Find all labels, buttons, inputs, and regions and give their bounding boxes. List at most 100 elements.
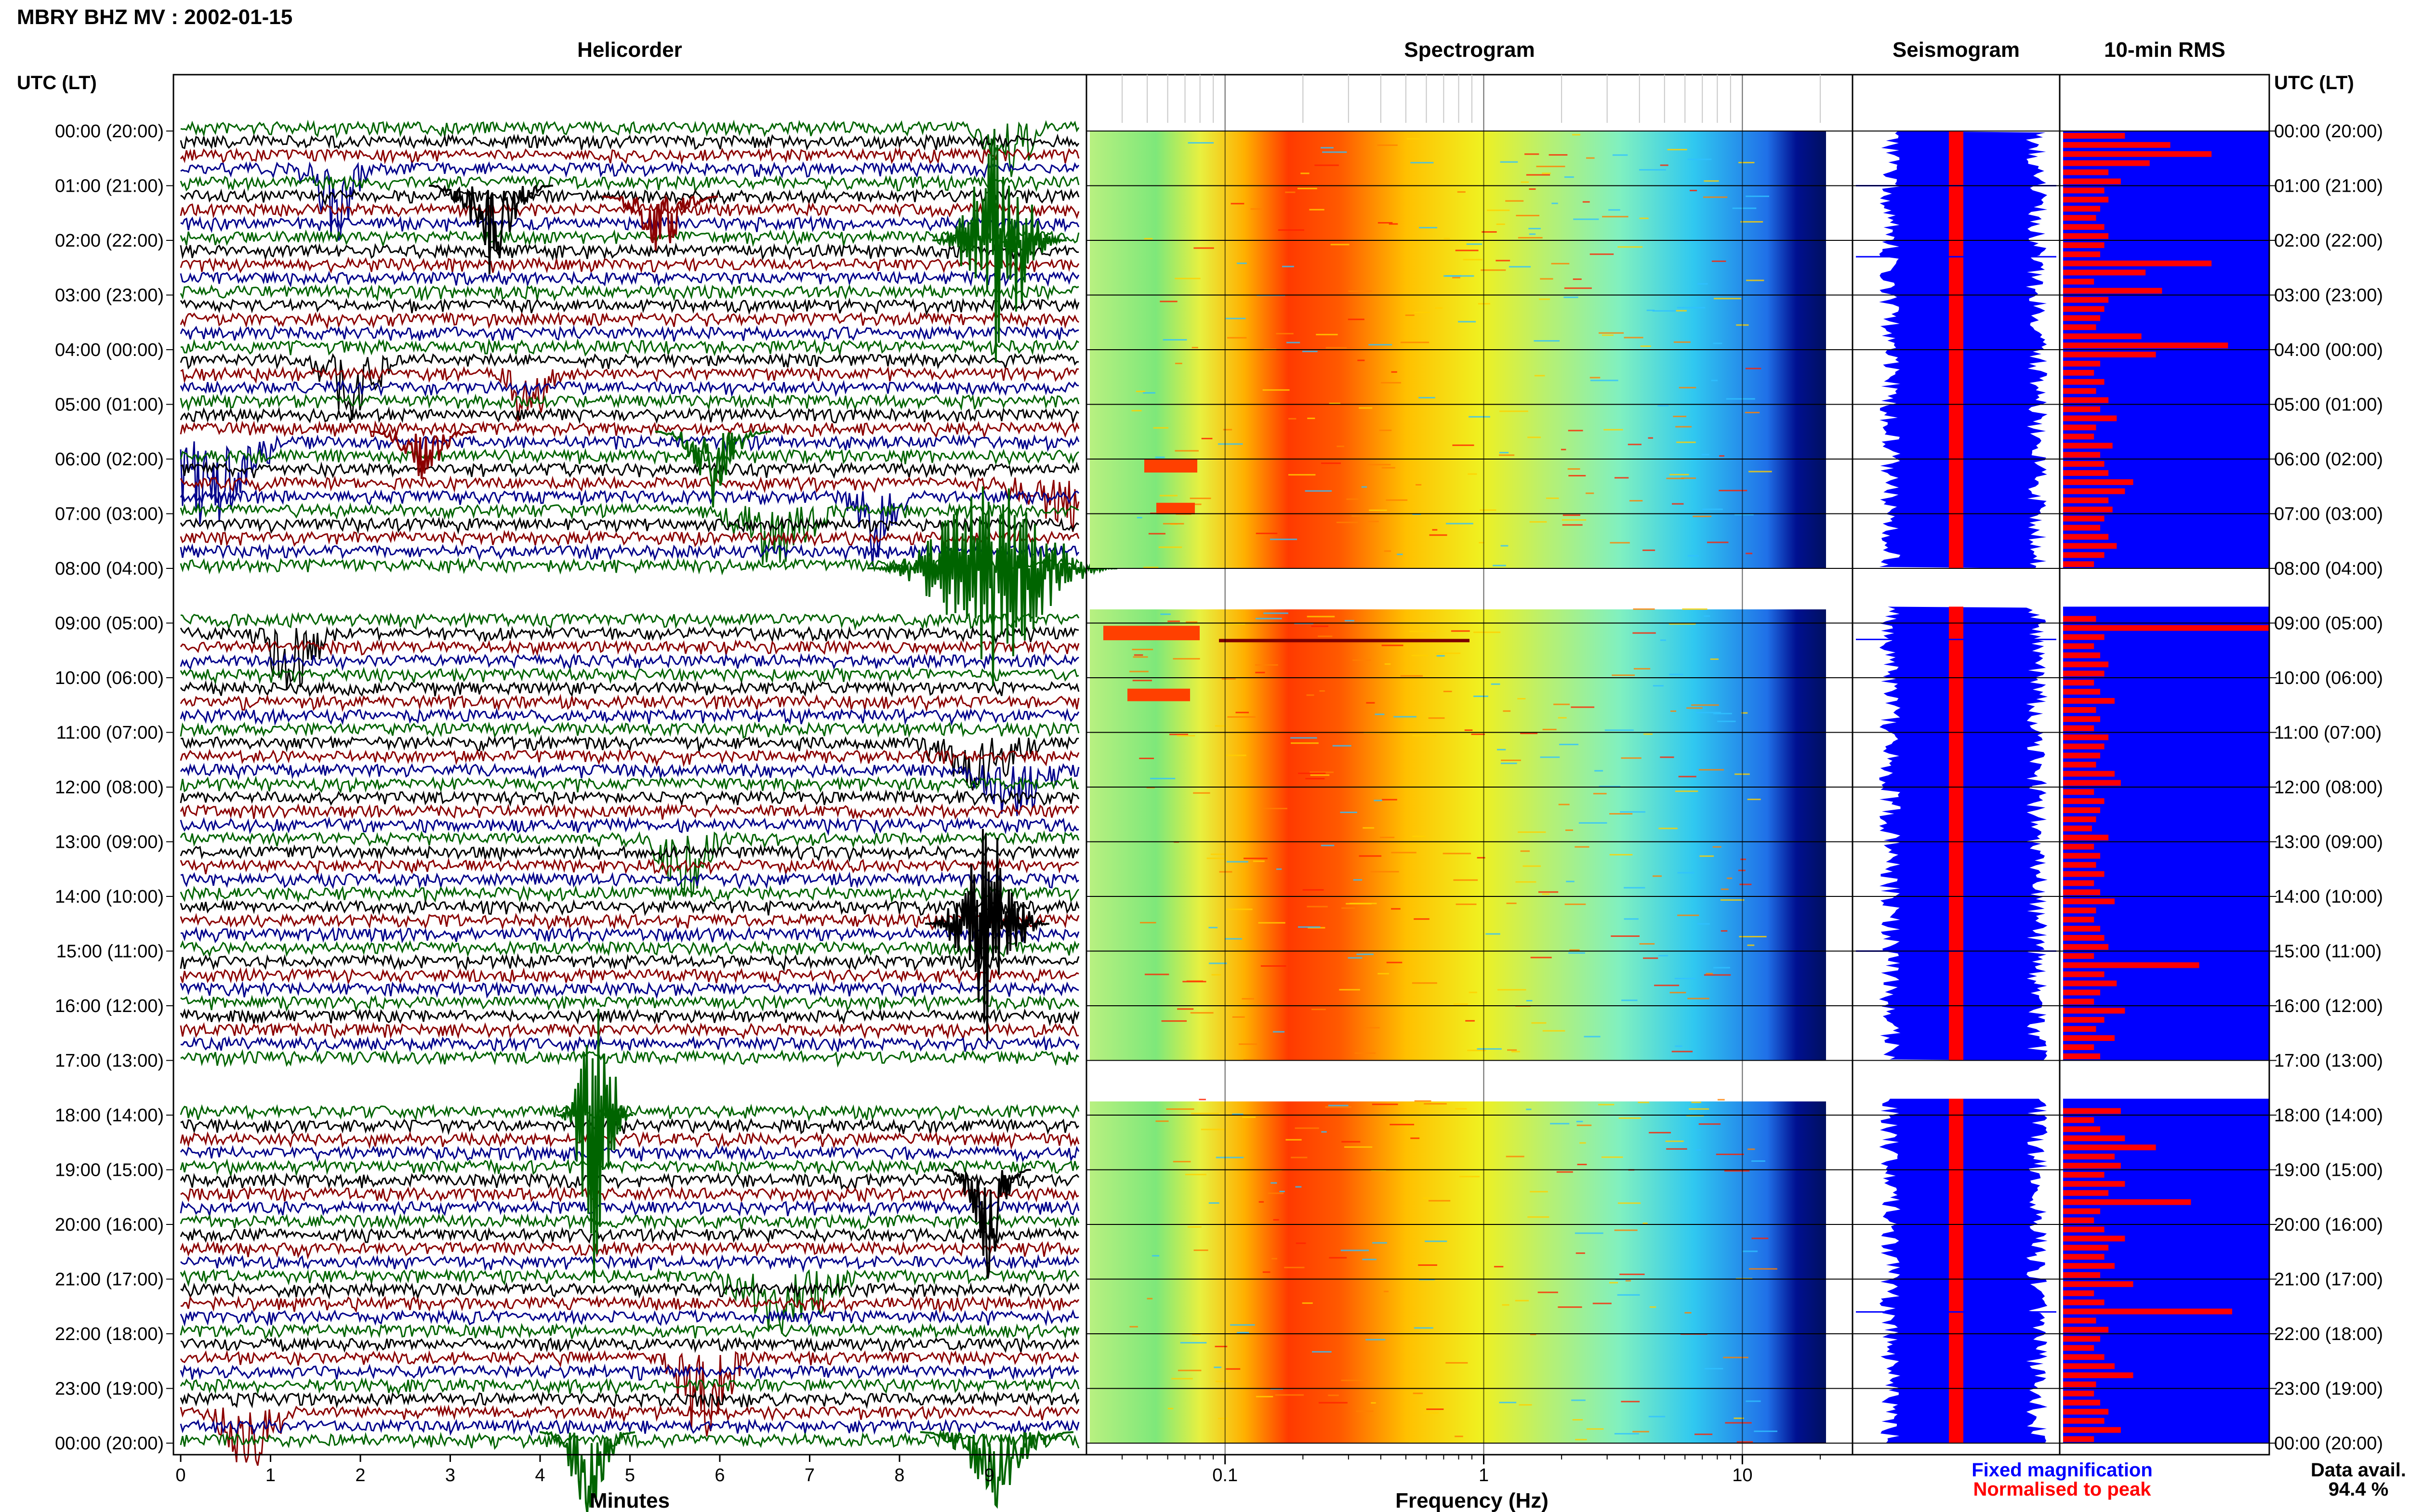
spectrogram-speckle [1477,857,1485,859]
spectrogram-speckle [1381,382,1401,384]
helicorder-trace [180,311,1079,330]
spectrogram-speckle [1206,857,1228,859]
spectrogram-speckle [1302,1302,1313,1304]
spectrogram-speckle [1400,342,1430,343]
spectrogram-speckle [1493,565,1506,566]
hour-label-right: 23:00 (19:00) [2274,1379,2383,1399]
spectrogram-speckle [1666,477,1684,479]
helicorder-trace [180,776,1079,794]
spectrogram-speckle [1601,1156,1623,1158]
hour-labels: 00:00 (20:00) 00:00 (20:00) 01:00 (21:00) 0… [55,121,2383,1454]
spectrogram-speckle [1649,1131,1671,1133]
hour-label-right: 04:00 (00:00) [2274,340,2383,360]
rms-bar [2063,260,2212,266]
spectrogram-speckle [1295,1186,1302,1188]
spectrogram-row [1090,828,1826,842]
helicorder-tick-label: 0 [175,1465,185,1486]
spectrogram-speckle [1621,999,1638,1001]
spectrogram-speckle [1747,799,1761,801]
spectrogram-row [1090,923,1826,938]
spectrogram-speckle [1348,290,1372,292]
spectrogram-row [1090,363,1826,378]
helicorder-event [925,828,1050,1041]
spectrogram-speckle [1666,1148,1687,1150]
rms-bar [2063,197,2109,203]
spectrogram-speckle [1500,545,1509,547]
spectrogram-speckle [1226,861,1248,863]
rms-bar [2063,443,2113,449]
spectrogram-row [1090,1019,1826,1034]
spectrogram-speckle [1711,380,1718,381]
spectrogram-speckle [1381,467,1395,469]
spectrogram-speckle [1435,652,1461,654]
spectrogram-row [1090,391,1826,405]
spectrogram-speckle [1658,955,1668,957]
spectrogram-speckle [1727,877,1733,879]
spectrogram-speckle [1318,635,1333,637]
rms-bar [2063,1026,2096,1032]
spectrogram-x-label: Frequency (Hz) [1395,1489,1549,1512]
spectrogram-speckle [1321,147,1334,149]
spectrogram-speckle [1565,829,1573,831]
helicorder-trace [180,1240,1080,1260]
spectrogram-speckle [1468,473,1477,475]
spectrogram-speckle [1539,298,1550,300]
spectrogram-speckle [1161,1020,1187,1022]
rms-bar [2063,780,2121,786]
spectrogram-speckle [1703,615,1710,617]
spectrogram-speckle [1640,345,1651,347]
helicorder-trace [180,707,1080,726]
spectrogram-speckle [1329,1257,1347,1259]
spectrogram-speckle [1540,756,1560,758]
spectrogram-speckle [1671,1051,1693,1052]
rms-bar [2063,278,2094,285]
spectrogram-speckle [1485,933,1500,935]
spectrogram-speckle [1632,632,1656,634]
spectrogram-speckle [1534,340,1560,342]
spectrogram-speckle [1687,158,1712,160]
spectrogram-speckle [1515,881,1536,883]
spectrogram-speckle [1573,278,1582,280]
rms-bar [2063,1236,2125,1242]
spectrogram-speckle [1377,144,1398,146]
helicorder-trace [180,680,1080,697]
spectrogram-speckle [1740,858,1746,860]
hour-grid [166,131,2277,1444]
rms-bar [2063,288,2162,294]
rms-bar [2063,1308,2232,1315]
spectrogram-row [1090,623,1826,637]
helicorder-trace [180,283,1079,302]
spectrogram-speckle [1288,474,1316,476]
spectrogram-speckle [1553,703,1570,705]
helicorder-panel [180,119,1118,1512]
spectrogram-speckle [1445,275,1474,277]
rms-bar [2063,434,2094,440]
spectrogram-speckle [1564,176,1574,178]
spectrogram-speckle [1381,644,1403,646]
spectrogram-speckle [1316,334,1338,336]
spectrogram-speckle [1642,1223,1648,1224]
spectrogram-speckle [1710,658,1719,660]
spectrogram-speckle [1526,174,1550,176]
spectrogram-speckle [1540,278,1553,280]
spectrogram-row [1090,855,1826,870]
spectrogram-lowfreq-patch [1144,459,1197,473]
spectrogram-speckle [1344,1146,1373,1148]
spectrogram-speckle [1426,1408,1444,1410]
spectrogram-row [1090,445,1826,460]
spectrogram-speckle [1678,776,1696,777]
spectrogram-speckle [1558,1306,1582,1308]
spectrogram-speckle [1511,1051,1520,1052]
spectrogram-speckle [1279,1191,1285,1193]
spectrogram-speckle [1445,1362,1468,1364]
spectrogram-speckle [1503,710,1511,712]
spectrogram-row [1090,636,1826,651]
spectrogram-speckle [1575,1232,1603,1234]
spectrogram-speckle [1506,1156,1524,1157]
spectrogram-speckle [1208,927,1218,929]
spectrogram-speckle [1499,1402,1517,1404]
spectrogram-speckle [1562,519,1587,521]
helicorder-event [371,429,477,479]
spectrogram-speckle [1751,1237,1769,1239]
helicorder-trace [180,652,1079,671]
